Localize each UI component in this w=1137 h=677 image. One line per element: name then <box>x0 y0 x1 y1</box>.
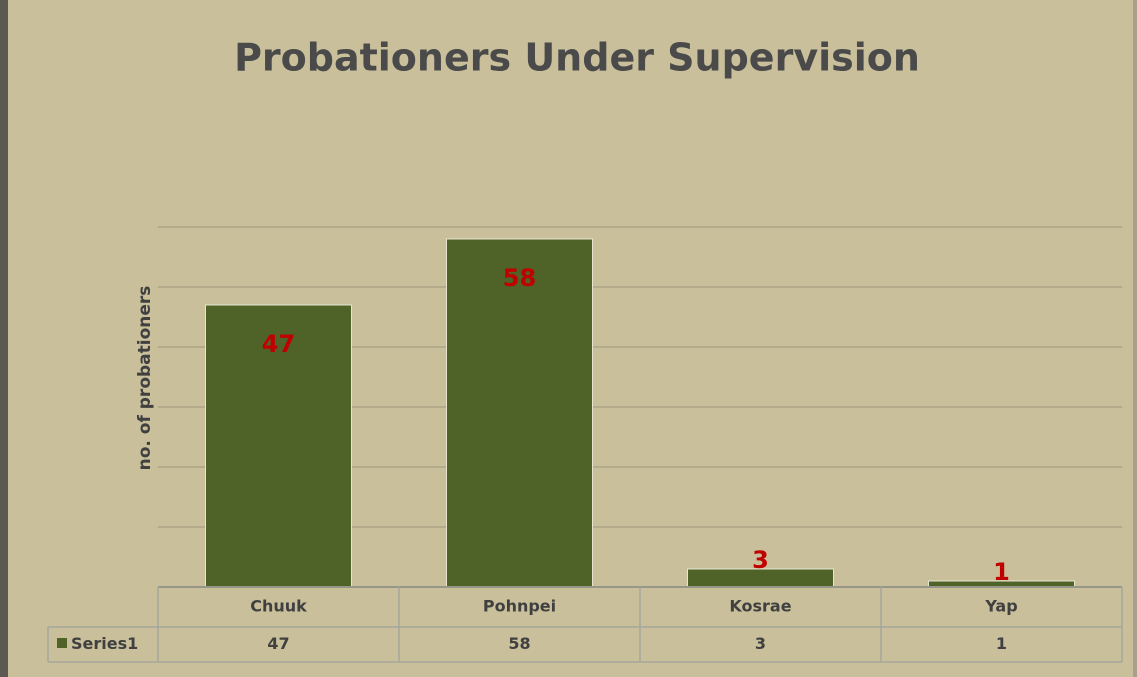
x-tick-label: Kosrae <box>729 597 791 616</box>
table-value: 47 <box>267 634 289 653</box>
legend-label: Series1 <box>71 634 138 653</box>
data-label: 1 <box>993 558 1010 586</box>
x-tick-label: Pohnpei <box>483 597 556 616</box>
bar <box>205 304 352 588</box>
chart-title: Probationers Under Supervision <box>234 36 920 80</box>
table-value: 3 <box>755 634 766 653</box>
table-value: 58 <box>508 634 530 653</box>
bar <box>446 238 593 588</box>
y-axis-label: no. of probationers <box>135 286 155 471</box>
x-tick-label: Chuuk <box>250 597 307 616</box>
table-value: 1 <box>996 634 1007 653</box>
left-border <box>0 0 8 677</box>
legend-swatch <box>57 638 67 648</box>
data-label: 47 <box>262 330 295 358</box>
data-label: 3 <box>752 546 769 574</box>
right-border <box>1133 0 1137 677</box>
data-label: 58 <box>503 264 536 292</box>
x-tick-label: Yap <box>984 597 1017 616</box>
